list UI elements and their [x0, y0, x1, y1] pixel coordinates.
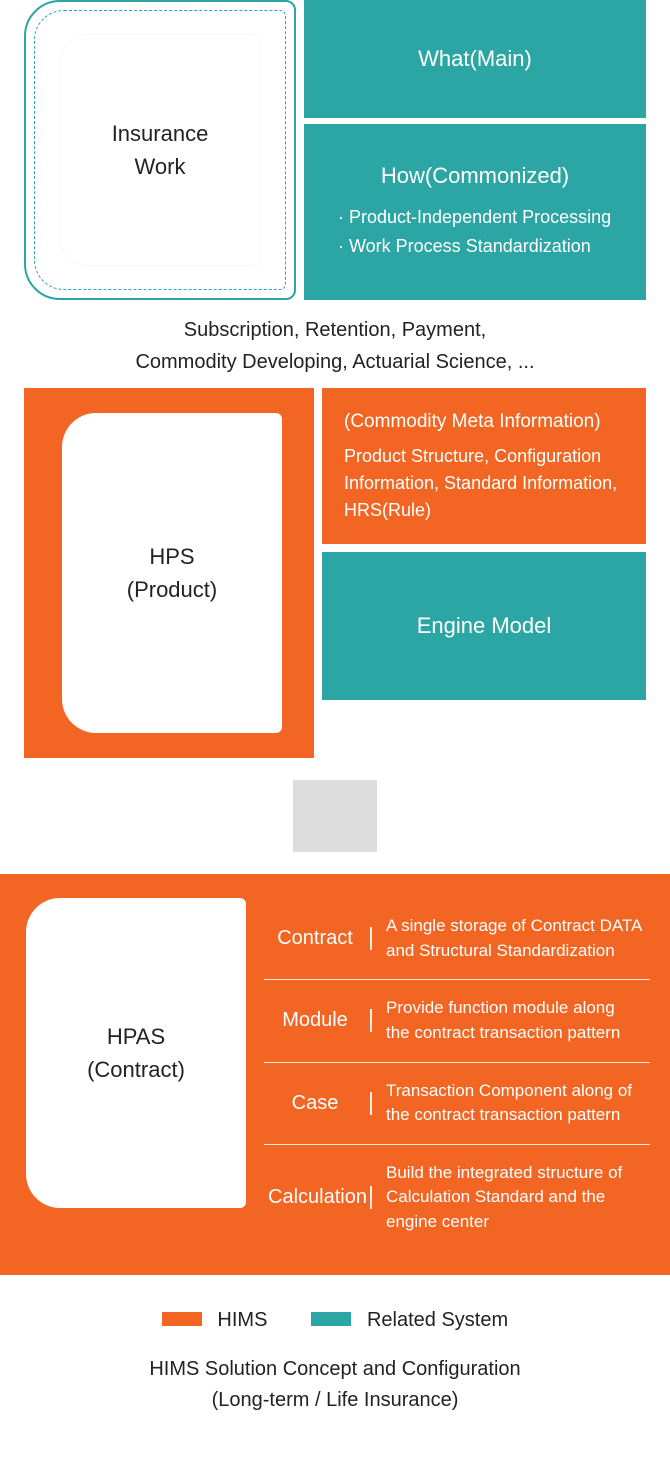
legend-label-hims: HIMS	[217, 1309, 267, 1331]
legend-item-related: Related System	[311, 1309, 508, 1332]
section1-right-col: What(Main) How(Commonized) · Product-Ind…	[304, 0, 646, 300]
what-main-box: What(Main)	[304, 0, 646, 118]
section1-footer-line2: Commodity Developing, Actuarial Science,…	[24, 346, 646, 378]
hpas-row-desc-3: Build the integrated structure of Calcul…	[386, 1161, 646, 1235]
legend: HIMS Related System	[0, 1309, 670, 1332]
footer-line1: HIMS Solution Concept and Configuration	[0, 1354, 670, 1385]
hpas-row-desc-3-l1: Calculation Standard and the engine cent…	[386, 1185, 646, 1234]
commodity-meta-head: (Commodity Meta Information)	[344, 408, 624, 437]
section1-footer-line1: Subscription, Retention, Payment,	[24, 314, 646, 346]
hps-line1: HPS	[149, 540, 194, 573]
hps-line2: (Product)	[127, 573, 217, 606]
connector-row	[0, 780, 670, 852]
commodity-meta-body-2: HRS(Rule)	[344, 497, 624, 524]
how-commonized-title: How(Commonized)	[332, 163, 618, 189]
hpas-row-label-1: Module	[268, 1009, 372, 1032]
hpas-wrap: HPAS (Contract) Contract A single storag…	[0, 874, 670, 1275]
insurance-work-line2: Work	[135, 150, 186, 183]
legend-swatch-related	[311, 1312, 351, 1326]
engine-model-label: Engine Model	[417, 613, 552, 639]
hpas-line2: (Contract)	[87, 1053, 185, 1086]
footer-caption: HIMS Solution Concept and Configuration …	[0, 1354, 670, 1446]
connector-box	[293, 780, 377, 852]
hpas-row-contract: Contract A single storage of Contract DA…	[264, 898, 650, 979]
hpas-row-desc-2-l0: Transaction Component along of	[386, 1079, 646, 1104]
section-hps: HPS (Product) (Commodity Meta Informatio…	[0, 388, 670, 758]
hpas-row-calculation: Calculation Build the integrated structu…	[264, 1144, 650, 1251]
how-bullet-1: · Work Process Standardization	[338, 236, 618, 257]
commodity-meta-body-0: Product Structure, Configuration	[344, 443, 624, 470]
hps-frame: HPS (Product)	[24, 388, 314, 758]
hpas-row-desc-0: A single storage of Contract DATA and St…	[386, 914, 646, 963]
hpas-row-desc-0-l0: A single storage of Contract DATA	[386, 914, 646, 939]
legend-label-related: Related System	[367, 1309, 508, 1331]
how-bullet-0: · Product-Independent Processing	[338, 207, 618, 228]
hpas-row-desc-2: Transaction Component along of the contr…	[386, 1079, 646, 1128]
hpas-row-desc-2-l1: the contract transaction pattern	[386, 1103, 646, 1128]
insurance-work-line1: Insurance	[112, 117, 209, 150]
how-commonized-box: How(Commonized) · Product-Independent Pr…	[304, 124, 646, 300]
hpas-line1: HPAS	[107, 1020, 165, 1053]
hpas-row-desc-1-l1: the contract transaction pattern	[386, 1021, 646, 1046]
hpas-row-desc-1-l0: Provide function module along	[386, 996, 646, 1021]
section2-right-col: (Commodity Meta Information) Product Str…	[322, 388, 646, 758]
hpas-row-desc-1: Provide function module along the contra…	[386, 996, 646, 1045]
hps-card: HPS (Product)	[62, 413, 282, 733]
hpas-card: HPAS (Contract)	[26, 898, 246, 1208]
section-hpas: HPAS (Contract) Contract A single storag…	[0, 874, 670, 1275]
hpas-row-module: Module Provide function module along the…	[264, 979, 650, 1061]
legend-swatch-hims	[162, 1312, 202, 1326]
hpas-row-label-0: Contract	[268, 927, 372, 950]
insurance-work-frame: Insurance Work	[24, 0, 296, 300]
hpas-row-desc-0-l1: and Structural Standardization	[386, 939, 646, 964]
hpas-rows: Contract A single storage of Contract DA…	[264, 898, 650, 1251]
commodity-meta-box: (Commodity Meta Information) Product Str…	[322, 388, 646, 544]
section1-footer: Subscription, Retention, Payment, Commod…	[24, 314, 646, 378]
what-main-label: What(Main)	[418, 46, 532, 72]
section2-grid: HPS (Product) (Commodity Meta Informatio…	[24, 388, 646, 758]
legend-item-hims: HIMS	[162, 1309, 268, 1332]
hpas-row-desc-3-l0: Build the integrated structure of	[386, 1161, 646, 1186]
engine-model-box: Engine Model	[322, 552, 646, 700]
hpas-row-case: Case Transaction Component along of the …	[264, 1062, 650, 1144]
section-insurance-work: Insurance Work What(Main) How(Commonized…	[0, 0, 670, 378]
footer-line2: (Long-term / Life Insurance)	[0, 1385, 670, 1416]
hpas-row-label-2: Case	[268, 1092, 372, 1115]
hpas-row-label-3: Calculation	[268, 1186, 372, 1209]
commodity-meta-body-1: Information, Standard Information,	[344, 470, 624, 497]
insurance-work-card: Insurance Work	[60, 35, 260, 265]
section1-grid: Insurance Work What(Main) How(Commonized…	[24, 0, 646, 300]
